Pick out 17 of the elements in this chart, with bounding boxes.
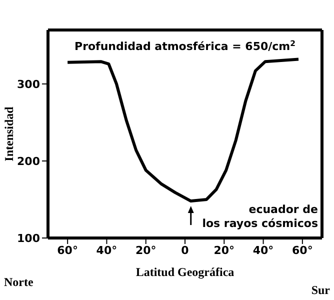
x-tick-label: 0 (181, 244, 190, 257)
x-axis-title: Latitud Geográfica (136, 265, 234, 279)
text: Sur (311, 283, 331, 297)
x-tick-label: 20° (214, 244, 235, 257)
line-series (66, 58, 300, 203)
text: Norte (4, 275, 34, 289)
x-tick-label: 40° (96, 244, 118, 257)
y-tick-label: 300 (17, 78, 40, 91)
y-tick-label: 100 (17, 232, 40, 245)
x-tick-label: 60° (57, 244, 78, 257)
y-axis-title: Intensidad (2, 106, 16, 162)
x-tick-label: 40° (252, 244, 274, 257)
x-tick-label: 60° (292, 244, 313, 257)
y-tick-label: 200 (17, 154, 40, 168)
annotation: ecuador de los rayos cósmicos (202, 203, 318, 230)
text: Profundidad atmosférica = 650/cm$^{2}$ (74, 38, 296, 53)
x-tick-label: 20° (135, 244, 156, 257)
